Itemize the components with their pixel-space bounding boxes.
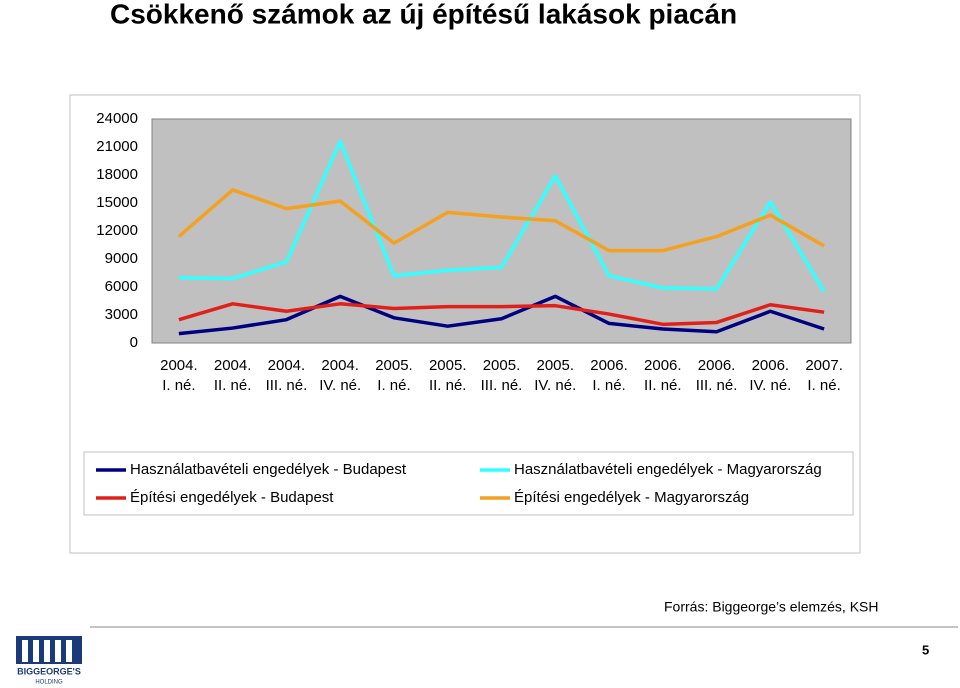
plot-area	[151, 118, 852, 344]
x-tick-label: 2005. III. né.	[481, 357, 523, 394]
slide-title: Csökkenő számok az új építésű lakások pi…	[110, 0, 737, 29]
y-tick-label: 6000	[105, 278, 138, 295]
x-tick-label: 2006. I. né.	[590, 357, 628, 394]
logo-mark	[22, 640, 28, 662]
y-tick-label: 15000	[96, 194, 138, 211]
x-tick-label: 2005. IV. né.	[534, 357, 576, 394]
legend-label: Építési engedélyek - Budapest	[130, 489, 334, 506]
x-tick-label: 2005. II. né.	[429, 357, 467, 394]
logo-mark	[33, 640, 39, 662]
x-tick-label: 2004. III. né.	[266, 357, 308, 394]
x-tick-label: 2006. II. né.	[644, 357, 682, 394]
x-tick-label: 2004. II. né.	[214, 357, 252, 394]
y-tick-label: 18000	[96, 166, 138, 183]
x-tick-label: 2005. I. né.	[375, 357, 413, 394]
page-number: 5	[922, 642, 929, 657]
series-line	[178, 302, 825, 327]
source-note: Forrás: Biggeorge’s elemzés, KSH	[664, 599, 879, 615]
y-tick-label: 24000	[96, 110, 138, 127]
x-tick-label: 2004. IV. né.	[319, 357, 361, 394]
legend-label: Használatbavételi engedélyek - Budapest	[130, 461, 407, 478]
y-tick-label: 9000	[105, 250, 138, 267]
y-tick-label: 21000	[96, 138, 138, 155]
legend-box	[83, 451, 854, 516]
series-line	[178, 139, 826, 293]
logo-mark	[55, 640, 61, 662]
logo-text: HOLDING	[35, 680, 63, 686]
y-tick-label: 3000	[105, 306, 138, 323]
logo-mark	[66, 640, 72, 662]
legend-label: Építési engedélyek - Magyarország	[514, 489, 749, 506]
logo: BIGGEORGE'S HOLDING	[16, 636, 82, 686]
legend-label: Használatbavételi engedélyek - Magyarors…	[514, 461, 822, 478]
series-line	[178, 294, 825, 336]
y-tick-label: 0	[130, 334, 138, 351]
x-tick-label: 2007. I. né.	[805, 357, 843, 394]
logo-mark	[44, 640, 50, 662]
x-tick-label: 2004. I. né.	[160, 357, 198, 394]
y-tick-label: 12000	[96, 222, 138, 239]
x-tick-label: 2006. IV. né.	[749, 357, 791, 394]
logo-text: BIGGEORGE'S	[17, 666, 81, 676]
x-tick-label: 2006. III. né.	[696, 357, 738, 394]
series-line	[177, 188, 825, 253]
